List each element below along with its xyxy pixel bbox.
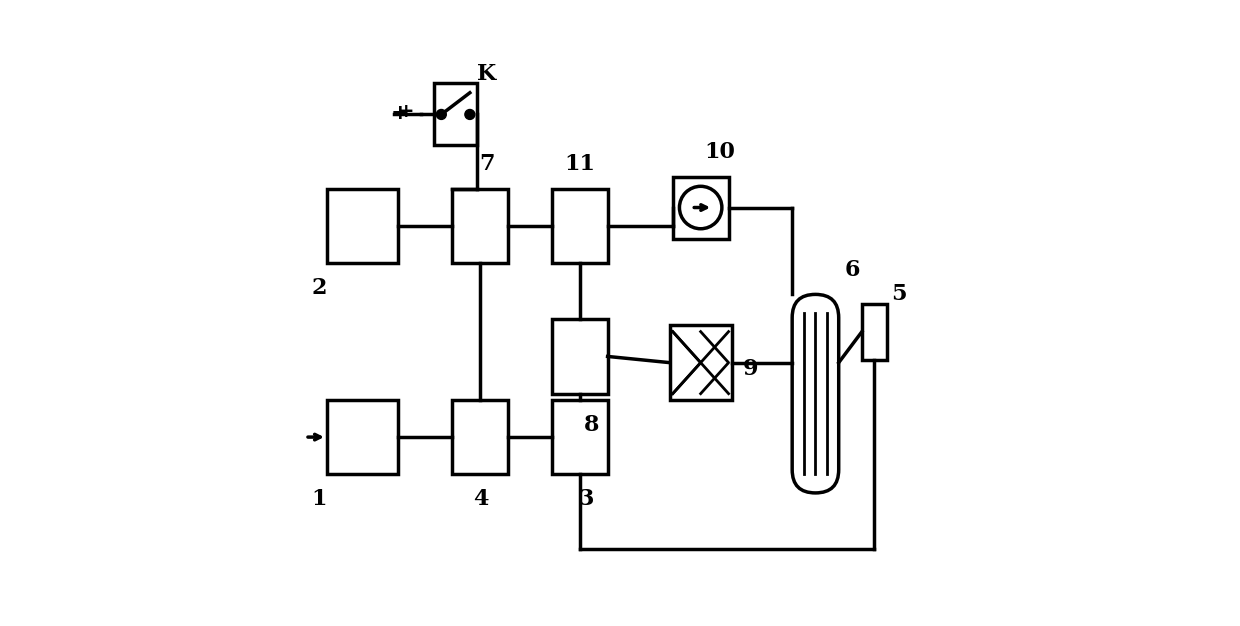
FancyBboxPatch shape [792, 294, 838, 493]
FancyBboxPatch shape [327, 189, 398, 264]
FancyBboxPatch shape [552, 189, 608, 264]
FancyBboxPatch shape [453, 189, 508, 264]
FancyBboxPatch shape [434, 83, 477, 145]
FancyBboxPatch shape [327, 400, 398, 475]
FancyBboxPatch shape [862, 304, 887, 359]
FancyBboxPatch shape [552, 319, 608, 394]
Text: 11: 11 [564, 153, 595, 175]
Text: 7: 7 [479, 153, 495, 175]
Text: 8: 8 [584, 414, 600, 436]
Text: 1: 1 [311, 488, 327, 510]
Circle shape [436, 110, 446, 120]
Text: 2: 2 [311, 277, 327, 299]
Text: 4: 4 [472, 488, 489, 510]
Text: +: + [391, 103, 409, 123]
FancyBboxPatch shape [670, 326, 732, 400]
Text: +: + [398, 102, 414, 121]
Text: 3: 3 [578, 488, 594, 510]
Circle shape [465, 110, 475, 120]
FancyBboxPatch shape [673, 177, 729, 239]
FancyBboxPatch shape [453, 400, 508, 475]
Text: 5: 5 [892, 284, 906, 305]
FancyBboxPatch shape [552, 400, 608, 475]
Text: K: K [477, 63, 496, 85]
Text: 6: 6 [844, 259, 861, 280]
Text: 9: 9 [743, 358, 758, 380]
Text: 10: 10 [704, 141, 735, 163]
